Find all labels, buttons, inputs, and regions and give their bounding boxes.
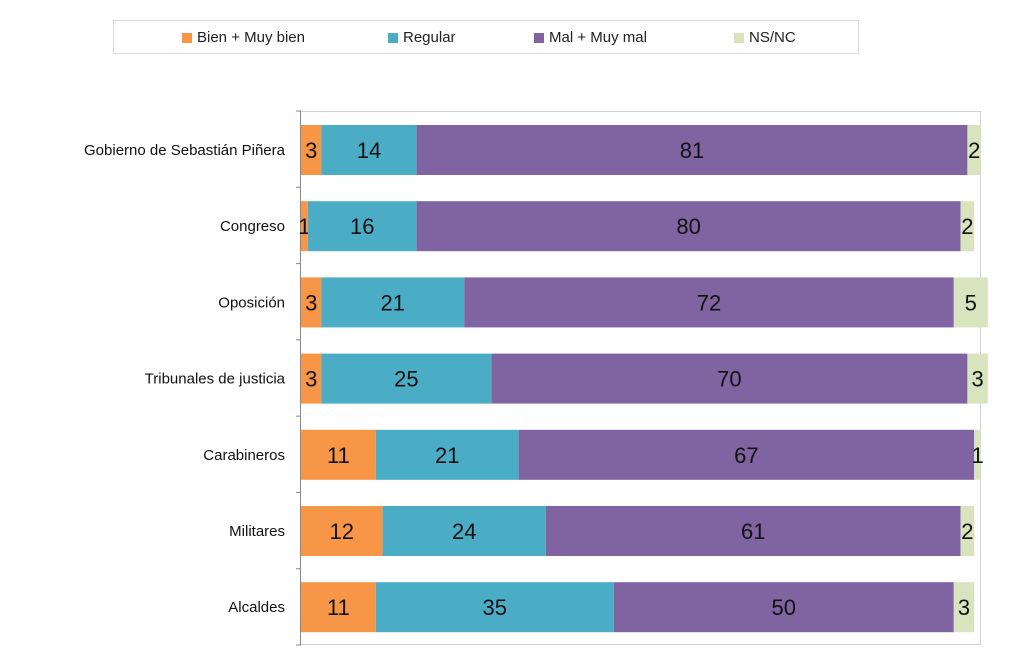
category-label: Congreso [220, 218, 285, 235]
bar-segment [301, 277, 322, 328]
data-label: 67 [734, 443, 758, 468]
data-label: 3 [305, 367, 317, 392]
bar-segment [301, 429, 376, 480]
bar-segment [375, 582, 614, 633]
legend-label: Mal + Muy mal [549, 29, 647, 46]
bar-segment [967, 125, 981, 175]
data-label: 3 [971, 367, 983, 392]
data-label: 2 [968, 138, 980, 163]
bar-segment [545, 506, 961, 556]
data-label: 1 [298, 214, 310, 239]
legend-swatch [534, 32, 544, 43]
data-label: 3 [305, 290, 317, 315]
category-label: Oposición [218, 294, 285, 311]
bar-segment [464, 277, 954, 328]
data-label: 11 [327, 595, 350, 620]
legend-label: Regular [403, 29, 456, 46]
bar-segment [960, 201, 975, 252]
bar-segment [967, 353, 988, 404]
data-label: 5 [965, 290, 977, 315]
legend-item: NS/NC [734, 29, 796, 46]
data-label: 50 [772, 595, 796, 620]
data-label: 1 [971, 443, 983, 468]
data-label: 35 [483, 595, 507, 620]
bar-segment [953, 277, 988, 328]
legend-item: Regular [388, 29, 456, 46]
bar-segment [301, 353, 322, 404]
category-label: Militares [229, 523, 285, 540]
data-label: 2 [961, 214, 973, 239]
bar-segment [301, 506, 383, 556]
bar-segment [974, 429, 981, 480]
legend-item: Mal + Muy mal [534, 29, 647, 46]
bar-segment [375, 429, 519, 480]
legend-item: Bien + Muy bien [182, 29, 305, 46]
category-label: Carabineros [203, 447, 285, 464]
bar-segment [301, 125, 322, 175]
bar-segment [307, 201, 417, 252]
data-label: 80 [676, 214, 700, 239]
data-label: 12 [330, 519, 354, 544]
bar-segment [491, 353, 968, 404]
category-label: Alcaldes [228, 599, 285, 616]
data-label: 2 [961, 519, 973, 544]
category-label: Gobierno de Sebastián Piñera [84, 142, 286, 159]
bar-segment [960, 506, 975, 556]
bar-segment [953, 582, 975, 633]
data-label: 72 [697, 290, 721, 315]
data-label: 3 [958, 595, 970, 620]
bar-segment [301, 582, 376, 633]
data-label: 24 [452, 519, 476, 544]
data-label: 25 [394, 367, 418, 392]
bar-segment [321, 125, 417, 175]
bar-segment [518, 429, 975, 480]
bar-segment [613, 582, 954, 633]
bar-segment [382, 506, 546, 556]
data-label: 61 [741, 519, 765, 544]
bar-segment [321, 277, 465, 328]
bar-segment [321, 353, 492, 404]
data-label: 21 [435, 443, 459, 468]
data-label: 70 [717, 367, 741, 392]
bar-segment [301, 201, 308, 252]
legend-label: NS/NC [749, 29, 796, 46]
bar-segment [416, 201, 961, 252]
data-label: 81 [680, 138, 704, 163]
category-axis-line [300, 111, 301, 645]
data-label: 16 [350, 214, 374, 239]
legend-swatch [388, 32, 398, 43]
data-label: 11 [327, 443, 350, 468]
legend-label: Bien + Muy bien [197, 29, 305, 46]
data-label: 14 [357, 138, 381, 163]
bar-segment [416, 125, 968, 175]
category-label: Tribunales de justicia [145, 371, 286, 388]
data-label: 3 [305, 138, 317, 163]
legend-swatch [182, 32, 192, 43]
chart-legend: Bien + Muy bien Regular Mal + Muy mal NS/NC [113, 20, 859, 54]
legend-swatch [734, 32, 744, 43]
data-label: 21 [381, 290, 405, 315]
